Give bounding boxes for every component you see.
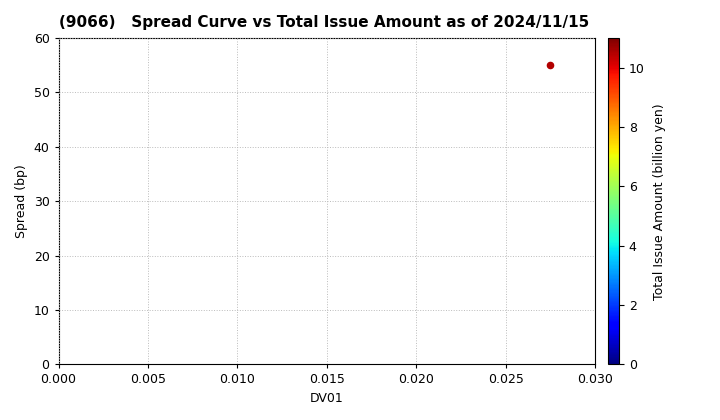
Y-axis label: Total Issue Amount (billion yen): Total Issue Amount (billion yen) xyxy=(653,103,666,299)
Point xyxy=(544,62,556,68)
X-axis label: DV01: DV01 xyxy=(310,392,343,405)
Text: (9066)   Spread Curve vs Total Issue Amount as of 2024/11/15: (9066) Spread Curve vs Total Issue Amoun… xyxy=(58,15,589,30)
Y-axis label: Spread (bp): Spread (bp) xyxy=(15,164,28,238)
